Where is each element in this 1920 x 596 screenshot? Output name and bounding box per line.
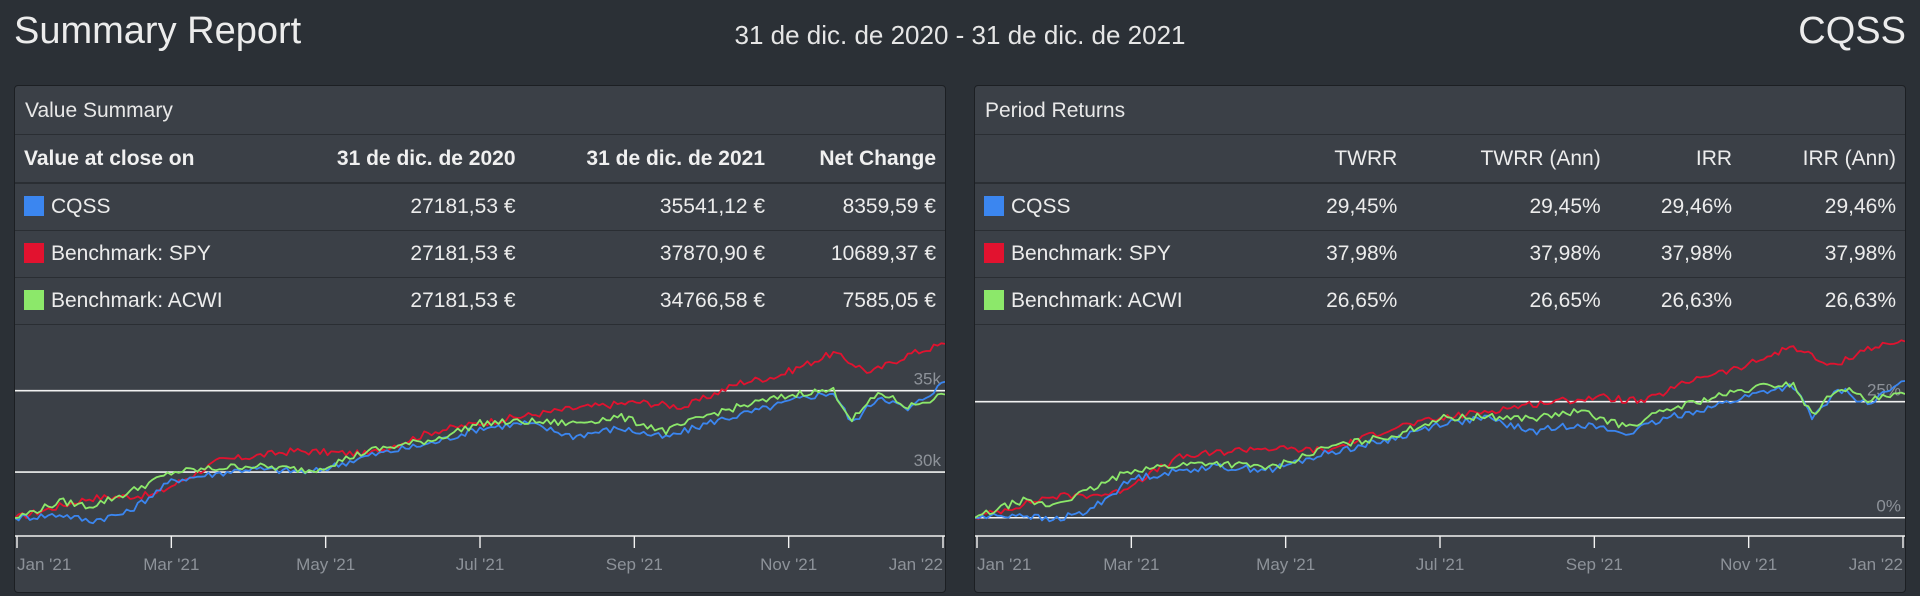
start-value: 27181,53 € bbox=[275, 277, 525, 325]
twrr-ann-value: 29,45% bbox=[1406, 183, 1610, 231]
legend-swatch bbox=[984, 289, 1004, 310]
row-name: Benchmark: SPY bbox=[1011, 241, 1171, 265]
series-line bbox=[975, 339, 1905, 520]
x-tick-label: Jan '21 bbox=[17, 555, 71, 574]
report-header: Summary Report 31 de dic. de 2020 - 31 d… bbox=[0, 0, 1920, 70]
returns-chart: 0% 25% Jan '21 Mar '21 May '21 Jul '21 Sep '21… bbox=[975, 324, 1905, 592]
value-line-chart: 30k 35k Jan '21 Mar '21 May '21 Jul '21 Sep '2… bbox=[15, 342, 945, 574]
series-line bbox=[975, 380, 1905, 523]
legend-swatch bbox=[984, 242, 1004, 263]
end-value: 35541,12 € bbox=[524, 183, 775, 231]
net-change: 7585,05 € bbox=[774, 277, 945, 325]
legend-swatch bbox=[24, 289, 44, 310]
column-header: TWRR (Ann) bbox=[1406, 135, 1610, 184]
table-row: Benchmark: ACWI 27181,53 € 34766,58 € 75… bbox=[15, 277, 945, 325]
end-value: 34766,58 € bbox=[524, 277, 775, 325]
row-label: CQSS bbox=[15, 183, 275, 231]
portfolio-name: CQSS bbox=[1798, 10, 1906, 52]
row-label: Benchmark: SPY bbox=[975, 230, 1275, 278]
row-name: Benchmark: ACWI bbox=[1011, 288, 1183, 312]
x-tick-label: Sep '21 bbox=[1566, 555, 1623, 574]
irr-ann-value: 26,63% bbox=[1741, 277, 1905, 325]
x-tick-label: Jan '21 bbox=[977, 555, 1031, 574]
legend-swatch bbox=[24, 195, 44, 216]
start-value: 27181,53 € bbox=[275, 183, 525, 231]
panel-title: Value Summary bbox=[15, 86, 945, 135]
twrr-value: 26,65% bbox=[1275, 277, 1407, 325]
column-header: 31 de dic. de 2020 bbox=[275, 135, 525, 184]
table-row: Benchmark: SPY 27181,53 € 37870,90 € 106… bbox=[15, 230, 945, 278]
irr-value: 26,63% bbox=[1609, 277, 1742, 325]
x-tick-label: May '21 bbox=[1256, 555, 1315, 574]
row-label: CQSS bbox=[975, 183, 1275, 231]
series-line bbox=[975, 381, 1905, 519]
net-change: 10689,37 € bbox=[774, 230, 945, 278]
column-header: TWRR bbox=[1275, 135, 1407, 184]
value-chart: 30k 35k Jan '21 Mar '21 May '21 Jul '21 Sep '2… bbox=[15, 324, 945, 592]
report-period: 31 de dic. de 2020 - 31 de dic. de 2021 bbox=[734, 20, 1186, 50]
series-line bbox=[15, 380, 945, 525]
legend-swatch bbox=[24, 242, 44, 263]
twrr-ann-value: 37,98% bbox=[1406, 230, 1610, 278]
row-label: Benchmark: SPY bbox=[15, 230, 275, 278]
twrr-value: 37,98% bbox=[1275, 230, 1407, 278]
x-tick-label: May '21 bbox=[296, 555, 355, 574]
x-tick-label: Mar '21 bbox=[143, 555, 199, 574]
row-label: Benchmark: ACWI bbox=[975, 277, 1275, 325]
twrr-value: 29,45% bbox=[1275, 183, 1407, 231]
row-name: CQSS bbox=[1011, 194, 1071, 218]
x-tick-label: Nov '21 bbox=[760, 555, 817, 574]
x-tick-label: Jan '22 bbox=[889, 555, 943, 574]
table-row: CQSS 29,45% 29,45% 29,46% 29,46% bbox=[975, 183, 1905, 231]
x-tick-label: Nov '21 bbox=[1720, 555, 1777, 574]
column-header: IRR (Ann) bbox=[1741, 135, 1905, 184]
table-header-row: Value at close on 31 de dic. de 2020 31 … bbox=[15, 135, 945, 184]
page-title: Summary Report bbox=[14, 10, 302, 52]
column-header bbox=[975, 135, 1275, 184]
x-tick-label: Mar '21 bbox=[1103, 555, 1159, 574]
period-returns-panel: Period Returns TWRR TWRR (Ann) IRR IRR (… bbox=[974, 85, 1906, 593]
y-tick-label: 35k bbox=[914, 370, 942, 389]
column-header: IRR bbox=[1609, 135, 1742, 184]
table-row: Benchmark: ACWI 26,65% 26,65% 26,63% 26,… bbox=[975, 277, 1905, 325]
irr-ann-value: 29,46% bbox=[1741, 183, 1905, 231]
row-label: Benchmark: ACWI bbox=[15, 277, 275, 325]
column-header: Net Change bbox=[774, 135, 945, 184]
table-row: CQSS 27181,53 € 35541,12 € 8359,59 € bbox=[15, 183, 945, 231]
column-header: 31 de dic. de 2021 bbox=[524, 135, 775, 184]
row-name: CQSS bbox=[51, 194, 111, 218]
start-value: 27181,53 € bbox=[275, 230, 525, 278]
y-tick-label: 0% bbox=[1876, 497, 1901, 516]
net-change: 8359,59 € bbox=[774, 183, 945, 231]
returns-line-chart: 0% 25% Jan '21 Mar '21 May '21 Jul '21 Sep '21… bbox=[975, 339, 1905, 574]
x-tick-label: Jan '22 bbox=[1849, 555, 1903, 574]
irr-ann-value: 37,98% bbox=[1741, 230, 1905, 278]
row-name: Benchmark: SPY bbox=[51, 241, 211, 265]
series-line bbox=[15, 342, 945, 520]
value-summary-table: Value at close on 31 de dic. de 2020 31 … bbox=[15, 135, 945, 325]
irr-value: 29,46% bbox=[1609, 183, 1742, 231]
x-tick-label: Jul '21 bbox=[456, 555, 505, 574]
row-name: Benchmark: ACWI bbox=[51, 288, 223, 312]
table-header-row: TWRR TWRR (Ann) IRR IRR (Ann) bbox=[975, 135, 1905, 184]
x-tick-label: Sep '21 bbox=[606, 555, 663, 574]
series-line bbox=[15, 386, 945, 519]
x-tick-label: Jul '21 bbox=[1416, 555, 1465, 574]
table-row: Benchmark: SPY 37,98% 37,98% 37,98% 37,9… bbox=[975, 230, 1905, 278]
period-returns-table: TWRR TWRR (Ann) IRR IRR (Ann) CQSS 29,45… bbox=[975, 135, 1905, 325]
twrr-ann-value: 26,65% bbox=[1406, 277, 1610, 325]
value-summary-panel: Value Summary Value at close on 31 de di… bbox=[14, 85, 946, 593]
end-value: 37870,90 € bbox=[524, 230, 775, 278]
legend-swatch bbox=[984, 195, 1004, 216]
column-header: Value at close on bbox=[15, 135, 275, 184]
irr-value: 37,98% bbox=[1609, 230, 1742, 278]
panel-title: Period Returns bbox=[975, 86, 1905, 135]
y-tick-label: 30k bbox=[914, 451, 942, 470]
y-tick-label: 25% bbox=[1867, 381, 1901, 400]
